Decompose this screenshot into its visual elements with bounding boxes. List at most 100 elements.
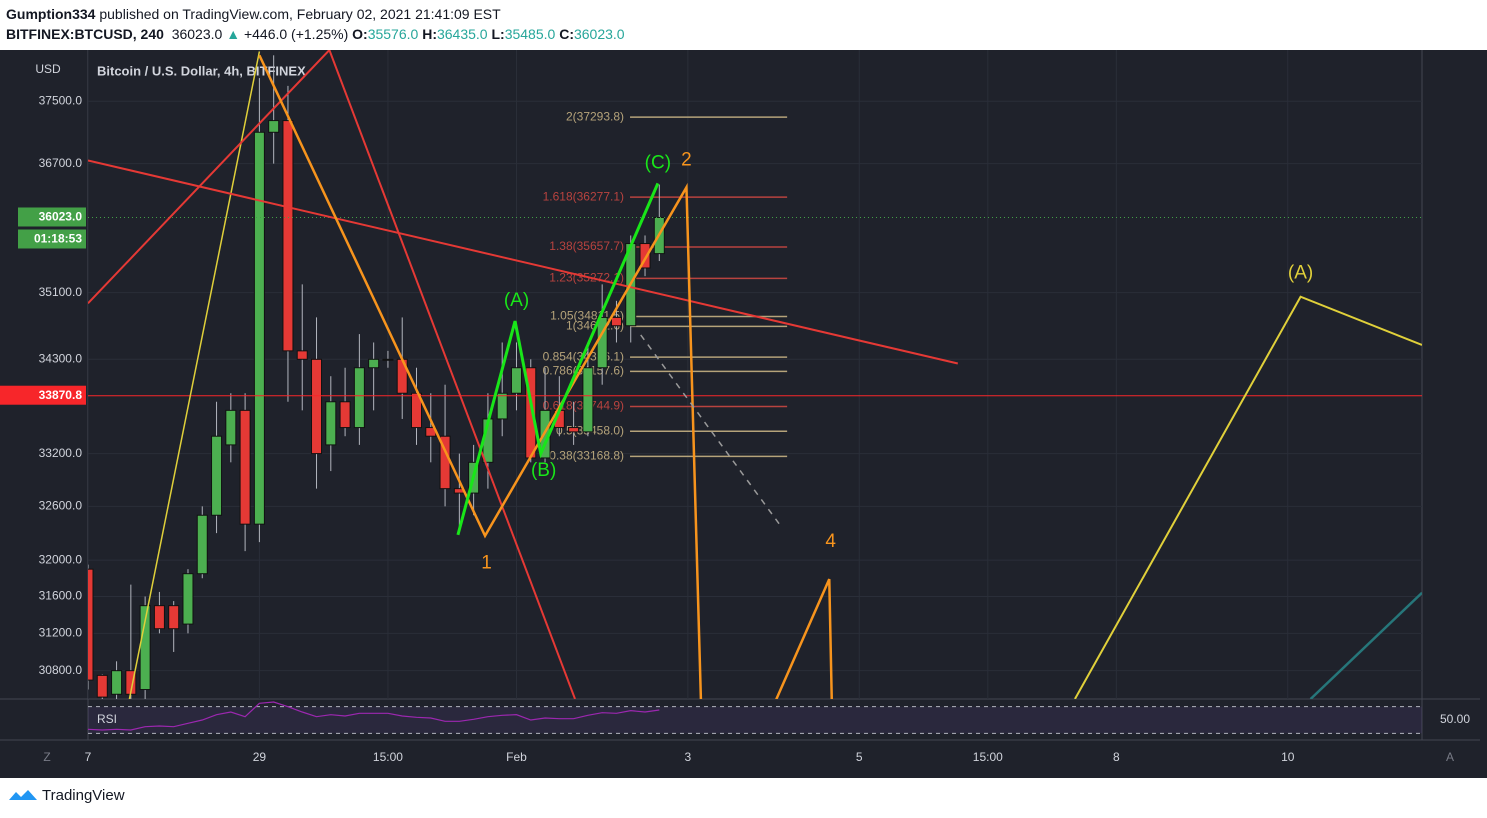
y-tick-label: 33200.0	[39, 446, 83, 460]
x-tick-label: 3	[685, 750, 692, 764]
publish-line: Gumption334 published on TradingView.com…	[6, 4, 625, 24]
footer: TradingView	[8, 786, 125, 804]
price-badge	[18, 207, 86, 227]
y-tick-label: 32000.0	[39, 552, 83, 566]
candle-body	[182, 573, 194, 625]
candle-body	[296, 350, 308, 360]
rsi-tick-label: 50.00	[1440, 712, 1470, 726]
symbol: BITFINEX:BTCUSD, 240	[6, 26, 164, 42]
published: published on TradingView.com, February 0…	[99, 6, 501, 22]
candle-body	[568, 427, 580, 433]
candle-body	[353, 367, 365, 429]
candle-body	[225, 409, 237, 446]
candle-body	[639, 243, 651, 269]
candle-body	[196, 514, 208, 575]
fib-label: 0.38(33168.8)	[549, 448, 624, 462]
wave-label: (B)	[531, 460, 556, 481]
y-tick-label: 31200.0	[39, 626, 83, 640]
corner-right: A	[1446, 750, 1454, 764]
y-tick-label: 37500.0	[39, 93, 83, 107]
fib-label: 1.38(35657.7)	[549, 239, 624, 253]
header: Gumption334 published on TradingView.com…	[6, 4, 625, 44]
fib-label: 2(37293.8)	[566, 109, 624, 123]
corner-left: Z	[43, 750, 50, 764]
y-tick-label: 34300.0	[39, 351, 83, 365]
candle-body	[211, 435, 223, 516]
drawing	[88, 159, 959, 365]
change: +446.0 (+1.25%)	[243, 26, 349, 42]
candle-body	[268, 120, 280, 133]
brand: TradingView	[42, 786, 125, 804]
candle-body	[325, 401, 337, 446]
candle-body	[96, 674, 108, 698]
candle-body	[239, 409, 251, 525]
x-tick-label: 15:00	[973, 750, 1003, 764]
x-tick-label: 7	[85, 750, 92, 764]
c-label: C:	[559, 26, 574, 42]
candle-body	[153, 605, 165, 630]
candle-body	[282, 120, 294, 352]
c: 36023.0	[573, 26, 625, 42]
price-badge	[0, 385, 86, 405]
drawing	[1074, 295, 1422, 699]
x-tick-label: 5	[856, 750, 863, 764]
x-tick-label: 29	[253, 750, 267, 764]
candle-body	[582, 367, 594, 433]
y-tick-label: 31600.0	[39, 589, 83, 603]
x-tick-label: 15:00	[373, 750, 403, 764]
rsi-label: RSI	[97, 712, 117, 726]
candle-body	[311, 358, 323, 455]
candle-body	[253, 131, 265, 525]
l-label: L:	[491, 26, 505, 42]
drawing	[1309, 591, 1422, 699]
legend: Bitcoin / U.S. Dollar, 4h, BITFINEX	[97, 63, 306, 78]
y-tick-label: 36700.0	[39, 156, 83, 170]
price-badge-label: 33870.8	[39, 388, 83, 402]
currency: USD	[35, 62, 61, 76]
logo	[9, 790, 37, 800]
y-tick-label: 35100.0	[39, 285, 83, 299]
rsi-line	[88, 701, 660, 731]
wave-label: 2	[681, 149, 692, 170]
rsi-pane	[88, 701, 1422, 734]
quote-line: BITFINEX:BTCUSD, 240 36023.0 ▲ +446.0 (+…	[6, 24, 625, 44]
candle-body	[88, 568, 94, 681]
candle-body	[111, 670, 123, 695]
wave-label: 1	[481, 553, 492, 574]
candle-body	[510, 367, 522, 394]
drawing	[640, 334, 782, 527]
l: 35485.0	[504, 26, 556, 42]
y-tick-label: 32600.0	[39, 499, 83, 513]
price-badge-label: 36023.0	[39, 210, 83, 224]
arrow: ▲	[226, 26, 241, 42]
candle-body	[496, 392, 508, 420]
drawing	[258, 54, 833, 699]
drawing	[456, 182, 660, 536]
fib-label: 1.618(36277.1)	[543, 189, 624, 203]
wave-label: (C)	[645, 153, 671, 174]
y-tick-label: 30800.0	[39, 663, 83, 677]
o-label: O:	[352, 26, 368, 42]
rsi-band	[88, 706, 1422, 734]
candle-body	[411, 392, 423, 429]
h-label: H:	[422, 26, 437, 42]
candle-body	[339, 401, 351, 429]
candle-body	[382, 358, 394, 361]
x-tick-label: 10	[1281, 750, 1295, 764]
drawing	[128, 51, 261, 699]
price-badge	[18, 229, 86, 249]
candle-body	[368, 358, 380, 369]
background	[0, 50, 1487, 778]
wave-label: (A)	[1288, 263, 1313, 284]
drawing	[88, 50, 331, 305]
last: 36023.0	[171, 26, 223, 42]
wave-label: (A)	[504, 290, 529, 311]
plot: 2(37293.8)1.618(36277.1)1.38(35657.7)1.2…	[88, 50, 1422, 699]
x-tick-label: 8	[1113, 750, 1120, 764]
drawing	[328, 50, 576, 699]
o: 35576.0	[367, 26, 419, 42]
chart: USD Bitcoin / U.S. Dollar, 4h, BITFINEX …	[0, 50, 1487, 778]
candle-body	[610, 316, 622, 327]
wave-label: 4	[825, 531, 836, 552]
